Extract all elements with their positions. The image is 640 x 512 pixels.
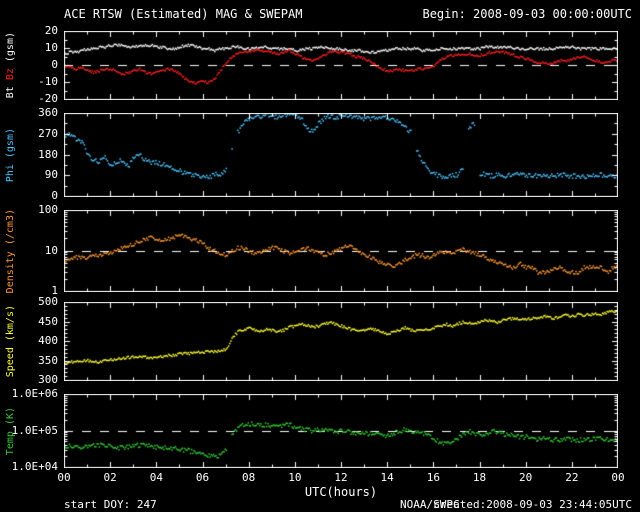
y-tick-label: 0 <box>51 189 58 202</box>
x-tick-label: 04 <box>149 471 163 484</box>
y-tick-label: 360 <box>38 106 58 119</box>
x-tick-label: 08 <box>242 471 256 484</box>
y-tick-label: -10 <box>38 75 58 88</box>
x-tick-label: 14 <box>380 471 394 484</box>
x-tick-label: 00 <box>611 471 625 484</box>
y-tick-label: 500 <box>38 295 58 308</box>
y-axis-label-density: Density (/cm3) <box>2 208 18 294</box>
panel-density-canvas <box>64 210 618 292</box>
y-tick-label: 180 <box>38 147 58 161</box>
y-axis-label-phi: Phi (gsm) <box>2 113 18 197</box>
y-axis-label-segment: Density <box>4 251 16 294</box>
y-axis-label-temp: Temp (K) <box>2 394 18 468</box>
panel-phi-canvas <box>64 113 618 197</box>
y-axis-label-segment: Phi <box>4 164 16 183</box>
x-tick-label: 10 <box>288 471 302 484</box>
x-tick-label: 22 <box>565 471 579 484</box>
x-tick-label: 06 <box>195 471 210 484</box>
y-tick-label: 400 <box>38 334 58 347</box>
y-tick-label: 1.0E+04 <box>11 460 58 473</box>
y-axis-label-bt-bz: Bt Bz (gsm) <box>2 31 18 100</box>
footer-agency: NOAA/SWPC <box>400 498 460 511</box>
x-tick-label: 00 <box>57 471 71 484</box>
panel-speed-canvas <box>64 302 618 381</box>
x-tick-label: 02 <box>103 471 117 484</box>
y-axis-label-segment: (K) <box>4 406 16 431</box>
y-tick-label: 100 <box>38 203 58 216</box>
y-axis-label-segment: Speed <box>4 347 16 378</box>
x-tick-label: 12 <box>334 471 348 484</box>
plot-title: ACE RTSW (Estimated) MAG & SWEPAM <box>64 7 303 21</box>
y-tick-label: 90 <box>44 168 58 182</box>
y-axis-label-segment: (km/s) <box>4 305 16 348</box>
footer-created: created:2008-09-03 23:44:05UTC <box>433 498 632 511</box>
y-tick-label: 270 <box>38 126 58 140</box>
y-tick-label: -20 <box>38 92 58 105</box>
y-tick-label: 0 <box>51 58 58 71</box>
x-axis-label: UTC(hours) <box>304 485 378 499</box>
y-axis-label-segment: (gsm) <box>4 127 16 165</box>
y-tick-label: 20 <box>44 24 58 37</box>
y-tick-label: 10 <box>44 243 58 257</box>
y-axis-label-segment: Bz <box>4 68 16 87</box>
y-axis-label-segment: Temp <box>4 431 16 456</box>
footer-start-doy: start DOY: 247 <box>64 498 157 511</box>
y-tick-label: 1.0E+06 <box>11 387 58 400</box>
y-tick-label: 1 <box>51 284 58 297</box>
x-tick-label: 18 <box>472 471 487 484</box>
panel-temp-canvas <box>64 394 618 468</box>
begin-timestamp: Begin: 2008-09-03 00:00:00UTC <box>422 7 632 21</box>
y-tick-label: 10 <box>44 41 58 54</box>
panel-bt-bz-canvas <box>64 31 618 100</box>
y-tick-label: 1.0E+05 <box>11 423 58 437</box>
y-axis-label-segment: (gsm) <box>4 32 16 69</box>
y-tick-label: 350 <box>38 353 58 367</box>
y-axis-label-speed: Speed (km/s) <box>2 302 18 381</box>
x-tick-label: 20 <box>519 471 533 484</box>
y-tick-label: 300 <box>38 373 58 386</box>
y-axis-label-segment: Bt <box>4 86 16 99</box>
y-tick-label: 450 <box>38 314 58 328</box>
x-tick-label: 16 <box>426 471 440 484</box>
y-axis-label-segment: (/cm3) <box>4 208 16 251</box>
